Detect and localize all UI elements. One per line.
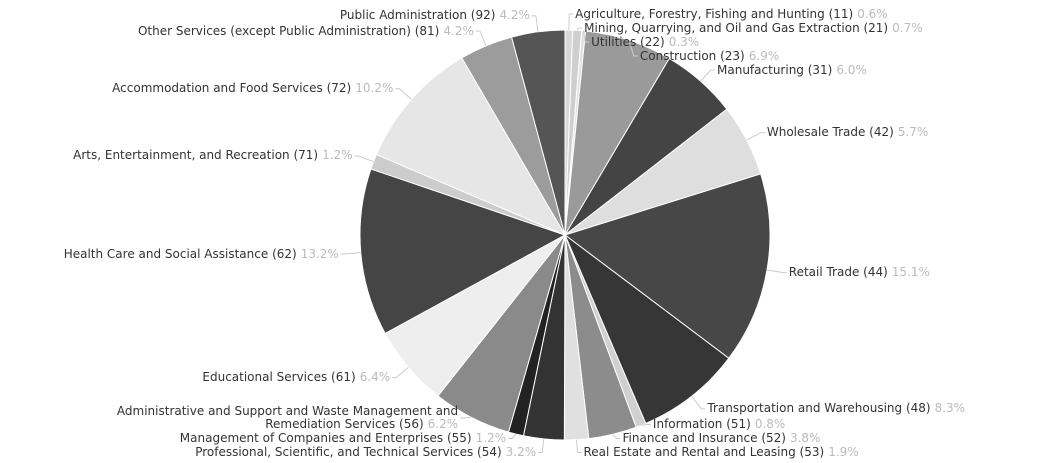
slice-category: Public Administration (92): [339, 8, 496, 23]
slice-label: Manufacturing (31) 6.0%: [717, 62, 867, 77]
slice-value-label: 0.3%: [668, 34, 700, 49]
slice-category: Educational Services (61): [202, 370, 356, 385]
slice-category: Transportation and Warehousing (48): [707, 401, 931, 416]
slice-category: Health Care and Social Assistance (62): [63, 246, 297, 261]
slice-label: Real Estate and Rental and Leasing (53) 1…: [583, 446, 858, 459]
slice-category: Agriculture, Forestry, Fishing and Hunti…: [575, 6, 854, 21]
slice-label: Arts, Entertainment, and Recreation (71)…: [73, 149, 352, 162]
slice-label: Health Care and Social Assistance (62) 13…: [63, 246, 339, 261]
leader-line: [475, 30, 487, 47]
slice-value-label: 13.2%: [300, 246, 339, 261]
slice-value-label: 3.8%: [789, 431, 821, 445]
slice-value-label: 3.2%: [505, 445, 537, 459]
leader-line: [583, 30, 590, 43]
slice-label: Public Administration (92) 4.2%: [340, 9, 530, 22]
leader-line: [746, 132, 765, 141]
slice-value-label: 1.2%: [322, 148, 353, 163]
pie-slice: [563, 233, 730, 425]
slice-label: Wholesale Trade (42) 5.7%: [767, 126, 928, 139]
slice-category: Manufacturing (31): [717, 62, 833, 77]
slice-category: Arts, Entertainment, and Recreation (71): [73, 148, 319, 163]
slice-value-label: 5.7%: [897, 125, 929, 140]
slice-label: Management of Companies and Enterprises …: [180, 432, 506, 445]
slice-value-label: 0.7%: [892, 20, 923, 35]
slice-value-label: 15.1%: [891, 265, 930, 280]
slice-value-label: 4.2%: [443, 23, 474, 38]
leader-line: [531, 15, 539, 32]
slice-value-label: 10.2%: [355, 81, 394, 96]
slice-label: Mining, Quarrying, and Oil and Gas Extra…: [584, 20, 923, 35]
slice-value-label: 6.0%: [836, 62, 867, 77]
leader-line: [576, 439, 582, 453]
slice-category: Wholesale Trade (42): [766, 125, 894, 140]
slice-value-label: 1.2%: [475, 431, 507, 445]
slice-label: Transportation and Warehousing (48) 8.3%: [707, 402, 965, 415]
slice-value-label: 8.3%: [934, 401, 966, 416]
slice-category: Utilities (22): [591, 34, 665, 49]
leader-line: [640, 424, 651, 426]
slice-value-label: 0.6%: [857, 6, 888, 21]
slice-label: Agriculture, Forestry, Fishing and Hunti…: [575, 6, 888, 21]
leader-line: [340, 252, 361, 255]
leader-line: [538, 438, 545, 453]
leader-line: [766, 269, 787, 274]
slice-category: Real Estate and Rental and Leasing (53): [583, 445, 825, 459]
slice-label: Construction (23) 6.9%: [639, 48, 780, 63]
slice-category: Professional, Scientific, and Technical …: [195, 445, 502, 459]
slice-label: Other Services (except Public Administra…: [137, 23, 474, 38]
slice-value-label: 6.2%: [427, 417, 459, 431]
slice-category: Mining, Quarrying, and Oil and Gas Extra…: [584, 20, 889, 35]
slice-category: Other Services (except Public Administra…: [137, 23, 440, 38]
slice-category: Administrative and Support and Waste Man…: [116, 404, 459, 431]
leader-line: [612, 434, 621, 439]
leader-line: [508, 433, 517, 439]
leader-line: [395, 88, 412, 100]
slice-label: Educational Services (61) 6.4%: [202, 371, 390, 384]
slice-category: Information (51): [652, 417, 751, 431]
slice-label: Retail Trade (44) 15.1%: [789, 266, 930, 279]
slice-category: Construction (23): [639, 48, 745, 63]
pie-slice: [359, 168, 567, 335]
leader-line: [700, 69, 716, 82]
leader-line: [568, 13, 574, 31]
slice-label: Finance and Insurance (52) 3.8%: [623, 432, 821, 445]
slice-value-label: 6.9%: [748, 48, 780, 63]
slice-value-label: 4.2%: [499, 8, 530, 23]
pie-slice: [563, 173, 771, 359]
slice-value-label: 6.4%: [359, 370, 391, 385]
pie-slice: [510, 29, 566, 236]
slice-value-label: 0.8%: [754, 417, 786, 431]
slice-category: Retail Trade (44): [788, 265, 888, 280]
leader-line: [576, 27, 583, 31]
slice-label: Utilities (22) 0.3%: [591, 34, 700, 49]
leader-line: [460, 416, 472, 419]
leader-line: [691, 395, 706, 410]
slice-label: Administrative and Support and Waste Man…: [38, 405, 458, 431]
slice-category: Management of Companies and Enterprises …: [179, 431, 472, 445]
leader-line: [392, 366, 409, 379]
slice-label: Information (51) 0.8%: [653, 418, 785, 431]
slice-label: Accommodation and Food Services (72) 10.2…: [112, 82, 393, 95]
slice-label: Professional, Scientific, and Technical …: [195, 446, 536, 459]
leader-line: [354, 155, 374, 163]
slice-value-label: 1.9%: [828, 445, 859, 459]
leader-line: [628, 40, 638, 57]
slice-category: Finance and Insurance (52): [622, 431, 786, 445]
slice-category: Accommodation and Food Services (72): [112, 81, 352, 96]
